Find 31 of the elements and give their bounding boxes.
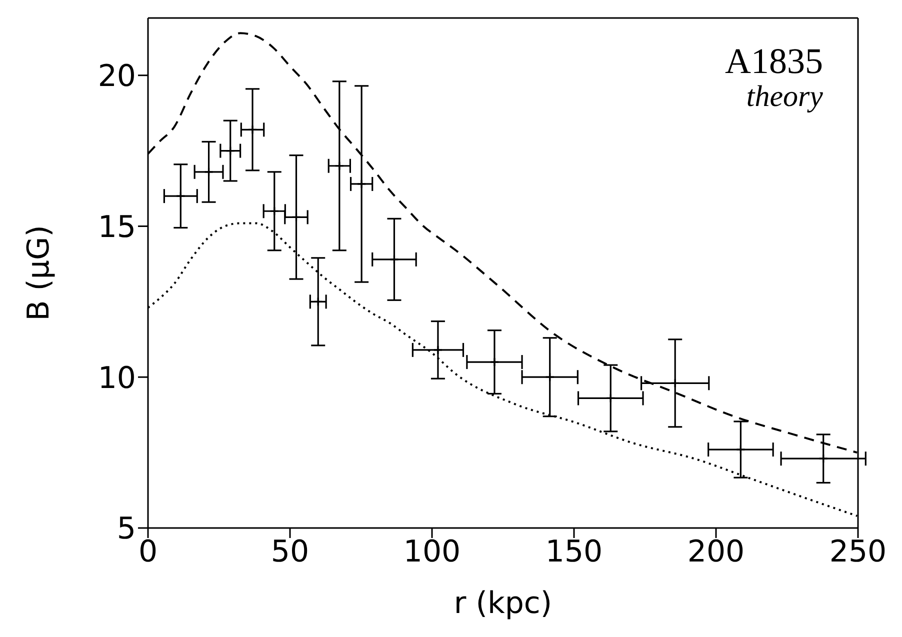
y-tick-label: 20 <box>98 58 136 94</box>
point <box>389 254 400 264</box>
point <box>226 146 236 156</box>
y-tick-label: 10 <box>98 360 136 396</box>
x-tick-label: 100 <box>403 534 461 570</box>
point <box>176 191 186 201</box>
x-tick-label: 50 <box>270 534 310 570</box>
y-axis-title: B (μG) <box>22 225 57 321</box>
point <box>433 345 443 355</box>
x-tick-label: 150 <box>545 534 603 570</box>
annotation: theory <box>745 80 823 113</box>
point <box>248 124 258 134</box>
point <box>313 296 323 306</box>
y-tick-label: 5 <box>116 512 136 547</box>
point <box>670 378 680 388</box>
point <box>334 161 344 171</box>
point <box>736 444 746 454</box>
point <box>204 167 214 177</box>
point <box>270 206 280 216</box>
x-tick-label: 250 <box>829 534 887 570</box>
point <box>490 357 500 367</box>
y-tick-label: 15 <box>98 210 136 245</box>
point <box>356 179 366 189</box>
point <box>818 454 828 464</box>
point <box>291 212 302 222</box>
x-tick-label: 200 <box>687 534 745 570</box>
point <box>545 372 555 382</box>
annotation: A1835 <box>725 41 823 81</box>
point <box>606 393 616 404</box>
x-axis-title: r (kpc) <box>454 586 552 621</box>
x-tick-label: 0 <box>138 534 158 570</box>
